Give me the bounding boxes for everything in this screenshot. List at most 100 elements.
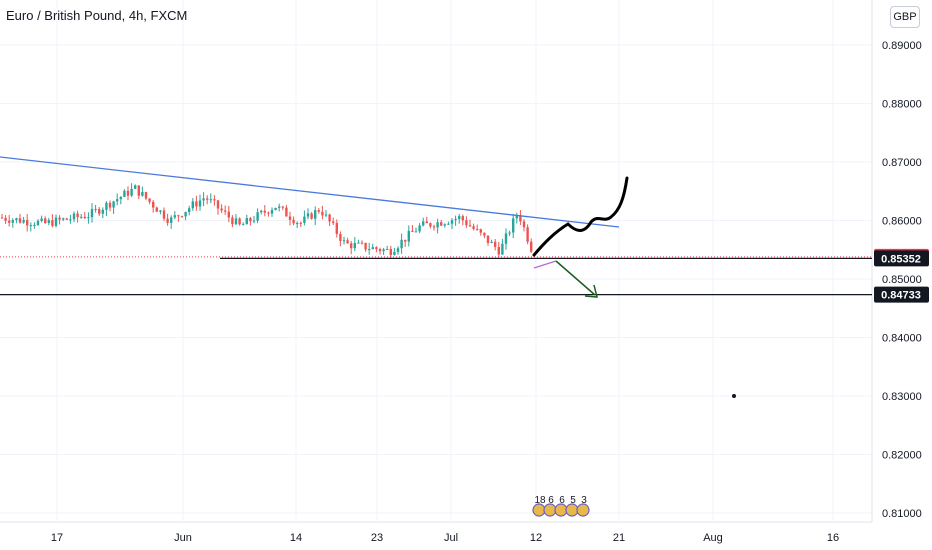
candle-body: [375, 247, 378, 250]
candle-body: [389, 248, 392, 255]
candle-body: [274, 207, 277, 210]
candle-body: [87, 217, 90, 219]
candle-body: [436, 222, 439, 228]
candle-body: [519, 215, 522, 222]
candle-body: [195, 201, 198, 207]
candle-body: [396, 248, 400, 252]
candle-body: [162, 210, 166, 219]
candle-body: [490, 241, 493, 243]
y-tick-label: 0.89000: [882, 40, 922, 52]
candle-body: [306, 213, 310, 217]
candle-body: [83, 216, 86, 219]
candle-body: [173, 215, 176, 218]
trendline-descending: [0, 156, 620, 228]
x-tick-label: 14: [290, 532, 302, 544]
candle-body: [303, 216, 306, 223]
candle-body: [267, 212, 270, 214]
candle-body: [216, 200, 220, 209]
candle-body: [105, 202, 108, 210]
candle-body: [465, 220, 468, 226]
y-tick-label: 0.88000: [882, 99, 922, 111]
purple-segment: [533, 260, 557, 269]
y-tick-label: 0.86000: [882, 216, 922, 228]
candle-body: [468, 225, 472, 227]
candle-body: [130, 188, 133, 196]
candle-body: [148, 198, 151, 202]
candle-body: [364, 242, 367, 250]
candle-body: [310, 213, 313, 219]
candle-body: [353, 243, 356, 249]
x-tick-label: 16: [827, 532, 839, 544]
candle-body: [479, 229, 482, 233]
candle-body: [339, 233, 342, 241]
candle-body: [270, 209, 274, 214]
candle-body: [137, 185, 140, 196]
candle-body: [382, 249, 385, 252]
candle-body: [94, 209, 97, 211]
candle-body: [8, 220, 11, 223]
candle-body: [33, 224, 36, 226]
event-count: 5: [570, 495, 576, 506]
candle-body: [321, 211, 324, 216]
level-price-badge: [874, 250, 929, 267]
candle-body: [504, 233, 508, 244]
candle-body: [72, 213, 76, 220]
candle-body: [191, 201, 194, 209]
candle-body: [101, 209, 104, 214]
candle-body: [188, 208, 191, 212]
symbol-title: Euro / British Pound, 4h, FXCM: [6, 8, 188, 23]
x-tick-label: 21: [613, 532, 625, 544]
grid: [0, 0, 873, 523]
candle-body: [177, 215, 180, 217]
candle-body: [350, 243, 353, 249]
candle-body: [486, 235, 490, 243]
events-row[interactable]: 18 6 6 5 3: [529, 494, 599, 520]
candle-body: [238, 218, 241, 225]
candle-body: [62, 218, 65, 220]
candle-body: [80, 216, 83, 218]
candle-body: [209, 199, 212, 201]
candle-body: [76, 213, 79, 218]
candle-body: [15, 218, 18, 221]
candle-body: [432, 226, 436, 228]
currency-button[interactable]: GBP: [890, 6, 920, 28]
candle-body: [202, 198, 205, 201]
candle-body: [40, 218, 43, 221]
candle-body: [425, 221, 428, 224]
candle-body: [126, 190, 130, 196]
candle-body: [335, 223, 338, 234]
price-axis[interactable]: 0.89000 0.88000 0.87000 0.86000 0.85000 0.840…: [882, 40, 922, 520]
candle-body: [440, 222, 443, 226]
candle-body: [36, 220, 40, 225]
event-flag-icon[interactable]: [576, 503, 590, 517]
candle-body: [166, 218, 169, 223]
time-axis[interactable]: 17 Jun 14 23 Jul 12 21 Aug 16: [51, 532, 839, 544]
price-badge-label: 0.84733: [881, 290, 921, 302]
candle-body: [346, 240, 349, 244]
candle-body: [22, 220, 25, 223]
x-tick-label: Aug: [703, 532, 723, 544]
candle-body: [422, 221, 425, 226]
candle-body: [447, 223, 450, 225]
candle-body: [332, 221, 335, 224]
level-price-badge: [874, 286, 929, 303]
candle-body: [429, 223, 432, 227]
candles: [0, 183, 533, 258]
candle-body: [144, 192, 148, 199]
candle-body: [407, 230, 410, 242]
candle-body: [411, 230, 414, 232]
x-tick-label: 12: [530, 532, 542, 544]
candle-body: [224, 210, 227, 212]
candle-body: [368, 249, 371, 251]
candle-body: [360, 242, 364, 244]
candle-body: [292, 219, 295, 224]
candle-body: [450, 220, 454, 224]
y-tick-label: 0.85000: [882, 274, 922, 286]
candle-body: [18, 218, 22, 223]
candle-body: [65, 218, 68, 220]
candle-body: [526, 227, 529, 242]
event-count: 6: [548, 495, 554, 506]
candle-body: [296, 222, 299, 224]
